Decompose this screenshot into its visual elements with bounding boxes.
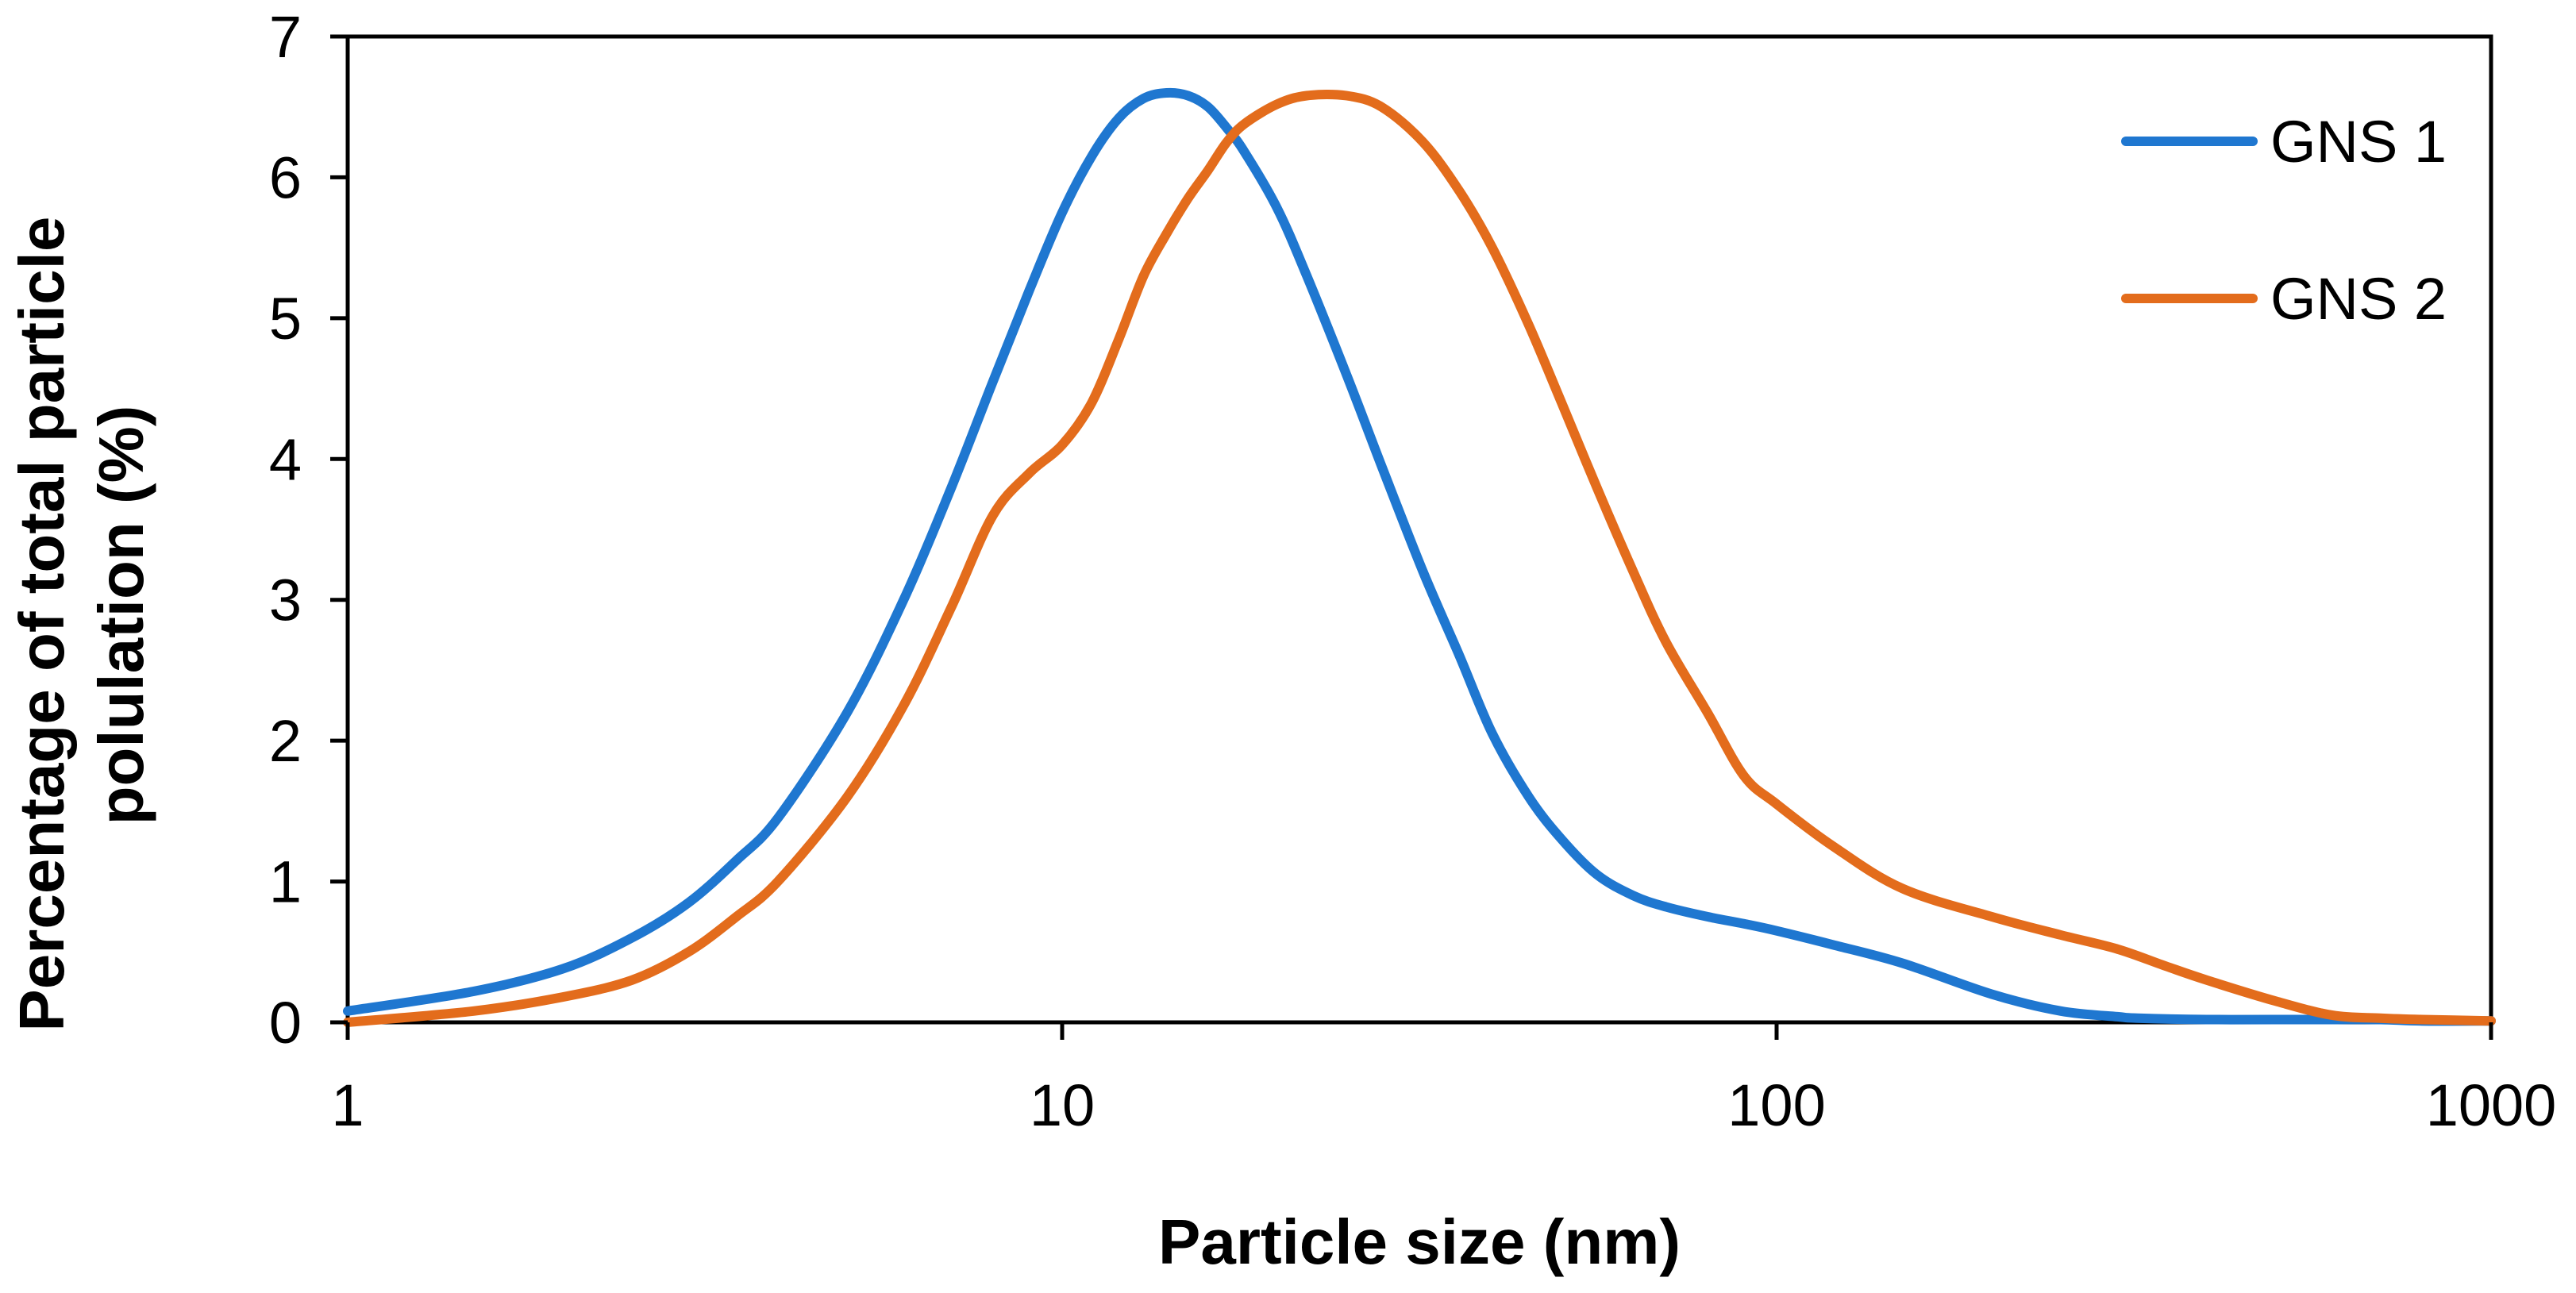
y-tick-label: 5	[269, 286, 302, 352]
y-axis-title-line-1: Percentage of total particle	[6, 217, 77, 1032]
y-axis-title-line-2: polulation (%)	[86, 406, 156, 825]
y-tick-label: 6	[269, 144, 302, 210]
legend-label-gns-1: GNS 1	[2270, 109, 2447, 175]
y-tick-label: 0	[269, 990, 302, 1056]
legend-label-gns-2: GNS 2	[2270, 266, 2447, 332]
series-layer	[343, 87, 2496, 1027]
plot-frame	[345, 34, 2493, 1025]
x-tick-label: 1	[331, 1072, 364, 1138]
y-axis-ticks: 0 1 2 3 4 5 6 7	[269, 4, 348, 1056]
x-tick-label: 100	[1727, 1072, 1825, 1138]
x-axis-title: Particle size (nm)	[1158, 1206, 1681, 1277]
series-line-gns-1	[343, 87, 2496, 1026]
y-tick-label: 1	[269, 849, 302, 915]
x-tick-label: 1000	[2426, 1072, 2557, 1138]
x-axis-ticks: 1 10 100 1000	[331, 1022, 2556, 1138]
x-tick-label: 10	[1030, 1072, 1095, 1138]
y-tick-label: 2	[269, 708, 302, 774]
y-tick-label: 7	[269, 4, 302, 70]
y-tick-label: 3	[269, 568, 302, 633]
y-tick-label: 4	[269, 426, 302, 492]
series-line-gns-2	[343, 89, 2496, 1027]
legend: GNS 1 GNS 2	[2121, 109, 2447, 332]
y-axis-title: Percentage of total particle polulation …	[6, 198, 156, 1031]
